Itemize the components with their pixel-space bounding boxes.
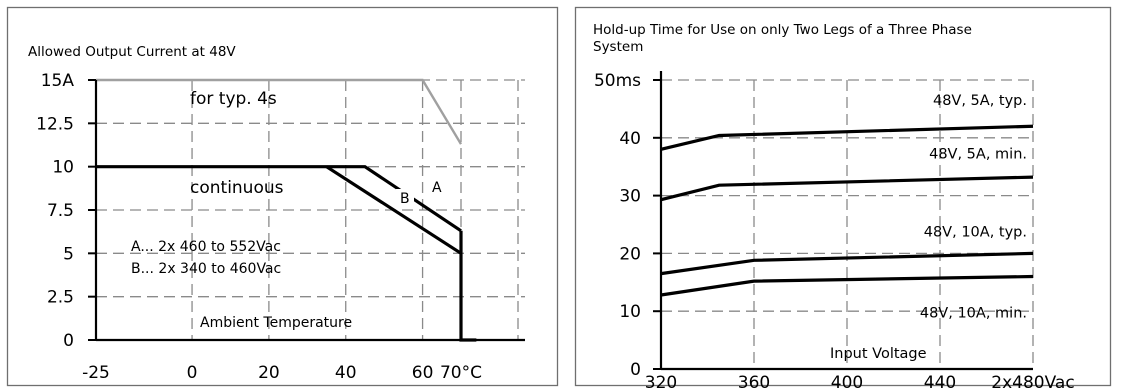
series-line-10a-typ: [660, 251, 1034, 276]
legend-text-a: A... 2x 460 to 552Vac: [131, 239, 281, 255]
y-tick-label: 10: [52, 158, 74, 178]
tick-labels: -25 0 20 40 60 70°C 15A 12.5 10 7.5 5 2.5 0: [36, 71, 482, 383]
x-tick-label: 320: [645, 373, 677, 392]
gridlines: [96, 79, 525, 340]
x-tick-label: 60: [412, 363, 434, 383]
tick-labels: 320 360 400 440 2x480Vac 50ms 40 30 20 10 0: [594, 71, 1075, 392]
x-tick-label: 2x480Vac: [991, 373, 1074, 392]
series-label: 48V, 5A, min.: [929, 146, 1027, 162]
chart-frame: [574, 6, 1112, 387]
y-tick-label: 10: [619, 302, 641, 322]
label-gap: [396, 189, 414, 207]
chart-title-line-2: System: [593, 39, 643, 55]
x-tick-label: 440: [924, 373, 956, 392]
x-tick-label: 20: [258, 363, 280, 383]
x-tick-label: 40: [335, 363, 357, 383]
x-axis-label: Input Voltage: [830, 346, 927, 362]
holdup-time-chart: Hold-up Time for Use on only Two Legs of…: [574, 6, 1112, 392]
gridlines: [661, 79, 1034, 369]
y-tick-label: 20: [619, 244, 641, 264]
y-tick-label: 15A: [41, 71, 75, 91]
series-line-5a-min: [660, 175, 1034, 202]
y-tick-label: 30: [619, 187, 641, 207]
y-tick-label: 5: [63, 244, 74, 264]
annotation-continuous: continuous: [190, 178, 284, 198]
y-tick-label: 0: [63, 331, 74, 351]
series-label: 48V, 10A, typ.: [924, 224, 1027, 240]
y-tick-label: 50ms: [594, 71, 641, 91]
y-tick-label: 0: [630, 360, 641, 380]
y-tick-label: 2.5: [47, 288, 74, 308]
legend-text-b: B... 2x 340 to 460Vac: [131, 261, 281, 277]
chart-title: Allowed Output Current at 48V: [28, 44, 236, 60]
x-tick-label: 0: [187, 363, 198, 383]
y-tick-label: 12.5: [36, 114, 74, 134]
series-line-b: [325, 165, 462, 255]
annotation-a: A: [432, 180, 442, 196]
x-tick-label: -25: [82, 363, 110, 383]
x-tick-label: 70°C: [440, 363, 482, 383]
series-label: 48V, 5A, typ.: [933, 93, 1027, 109]
x-tick-label: 400: [831, 373, 863, 392]
left-chart-panel: Allowed Output Current at 48V -25 0 20 40 60…: [6, 6, 559, 387]
series-line-5a-typ: [660, 124, 1034, 151]
y-tick-label: 40: [619, 129, 641, 149]
series-lines: [660, 124, 1034, 297]
annotation-b: B: [400, 191, 410, 207]
chart-frame: [6, 6, 559, 387]
label-gap: [428, 178, 446, 196]
series-line-10a-min: [660, 274, 1034, 297]
x-axis-label: Ambient Temperature: [200, 315, 352, 331]
x-tick-label: 360: [738, 373, 770, 392]
chart-title-line-1: Hold-up Time for Use on only Two Legs of…: [593, 22, 972, 38]
current-derating-chart: Allowed Output Current at 48V -25 0 20 40 60…: [6, 6, 559, 387]
series-label: 48V, 10A, min.: [920, 305, 1027, 321]
annotation-typ-4s: for typ. 4s: [190, 89, 277, 109]
right-chart-panel: Hold-up Time for Use on only Two Legs of…: [565, 0, 1121, 392]
y-tick-label: 7.5: [47, 201, 74, 221]
series-labels: 48V, 5A, typ. 48V, 5A, min. 48V, 10A, typ.…: [920, 93, 1027, 321]
series-line-a: [96, 165, 462, 233]
series-line-typ-4s: [96, 78, 463, 145]
